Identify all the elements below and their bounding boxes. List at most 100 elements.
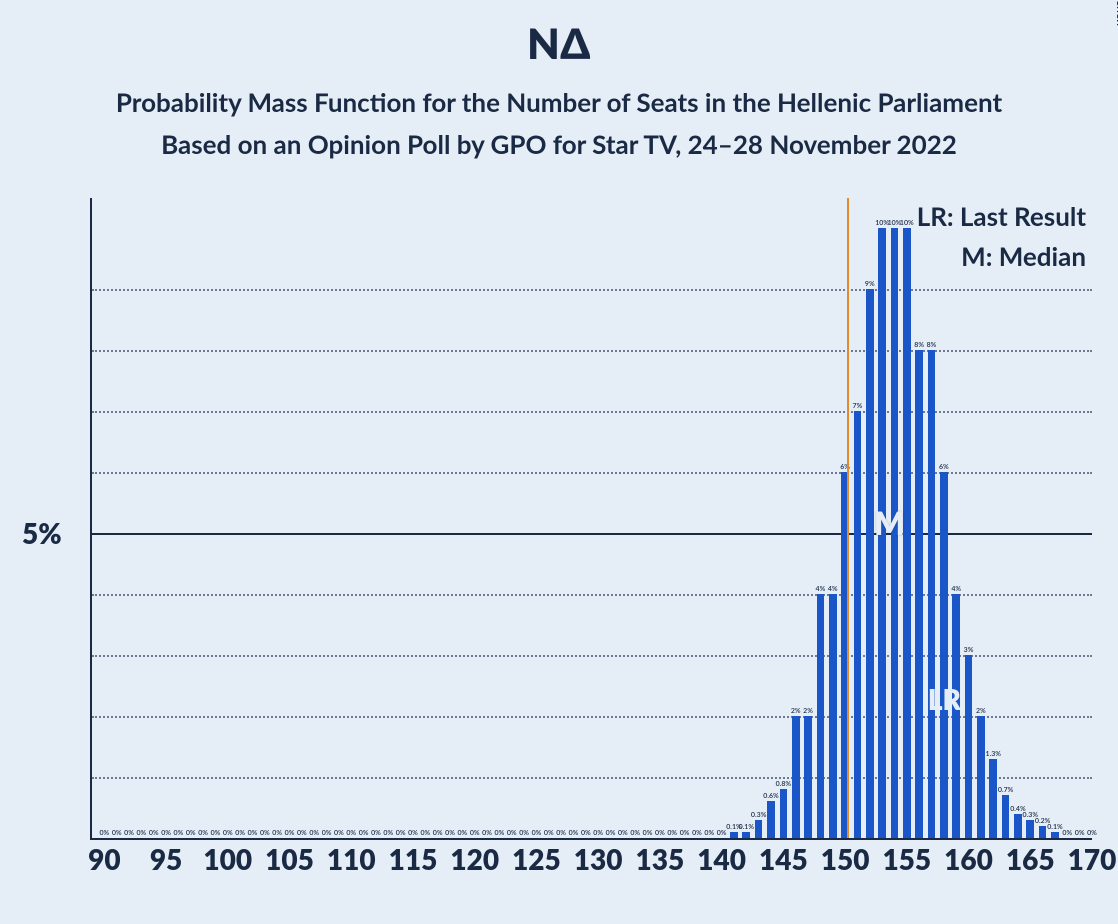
- bar: [1002, 795, 1010, 838]
- bar: [928, 350, 936, 838]
- x-tick-label: 115: [389, 842, 438, 876]
- legend-median: M: Median: [917, 240, 1086, 272]
- bar-value-label: 0%: [297, 829, 307, 837]
- bar: [829, 594, 837, 838]
- x-tick-label: 90: [88, 842, 120, 876]
- bar-value-label: 0%: [149, 829, 159, 837]
- x-tick-label: 125: [512, 842, 561, 876]
- legend: LR: Last Result M: Median: [917, 200, 1086, 272]
- bar-value-label: 8%: [927, 341, 937, 349]
- bar-value-label: 0.1%: [1047, 823, 1062, 831]
- bar-value-label: 0%: [186, 829, 196, 837]
- bar-value-label: 0%: [482, 829, 492, 837]
- x-tick-label: 150: [821, 842, 870, 876]
- x-axis-labels: 9095100105110115120125130135140145150155…: [92, 842, 1092, 882]
- bar: [730, 832, 738, 838]
- bar-value-label: 0%: [457, 829, 467, 837]
- bar-value-label: 0%: [519, 829, 529, 837]
- bar-value-label: 0%: [420, 829, 430, 837]
- x-tick-label: 140: [697, 842, 746, 876]
- bar: [1014, 814, 1022, 838]
- bar-value-label: 0.8%: [776, 780, 791, 788]
- bar-value-label: 0%: [1075, 829, 1085, 837]
- bar-value-label: 0%: [717, 829, 727, 837]
- bar-value-label: 0%: [618, 829, 628, 837]
- bar-value-label: 0%: [285, 829, 295, 837]
- bar: [866, 289, 874, 838]
- bar-value-label: 2%: [791, 707, 801, 715]
- bar: [804, 716, 812, 838]
- bar: [977, 716, 985, 838]
- bar: [989, 759, 997, 838]
- bar-value-label: 7%: [853, 402, 863, 410]
- bar: [742, 832, 750, 838]
- bar-value-label: 6%: [939, 463, 949, 471]
- bar-value-label: 0%: [408, 829, 418, 837]
- bar-value-label: 2%: [976, 707, 986, 715]
- plot-area: LR: Last Result M: Median 5%909510010511…: [90, 198, 1092, 840]
- median-marker-label: M: [874, 503, 905, 542]
- bar-value-label: 0%: [445, 829, 455, 837]
- x-tick-label: 100: [203, 842, 252, 876]
- x-tick-label: 120: [450, 842, 499, 876]
- x-tick-label: 135: [636, 842, 685, 876]
- bar-value-label: 4%: [816, 585, 826, 593]
- bar-value-label: 0%: [680, 829, 690, 837]
- bars-container: 0%0%0%0%0%0%0%0%0%0%0%0%0%0%0%0%0%0%0%0%…: [92, 198, 1092, 838]
- bar-value-label: 0%: [1062, 829, 1072, 837]
- bar-value-label: 0%: [334, 829, 344, 837]
- bar-value-label: 0%: [99, 829, 109, 837]
- bar-value-label: 0%: [532, 829, 542, 837]
- bar-value-label: 0.3%: [751, 811, 766, 819]
- bar-value-label: 0%: [1087, 829, 1097, 837]
- bar-value-label: 1.3%: [986, 750, 1001, 758]
- bar-value-label: 0%: [223, 829, 233, 837]
- bar: [792, 716, 800, 838]
- x-tick-label: 165: [1006, 842, 1055, 876]
- x-tick-label: 160: [944, 842, 993, 876]
- bar-value-label: 10%: [900, 219, 914, 227]
- chart-title: ΝΔ: [0, 18, 1118, 68]
- bar-value-label: 0%: [248, 829, 258, 837]
- bar: [854, 411, 862, 838]
- last-result-marker-label: LR: [928, 682, 961, 716]
- bar-value-label: 0%: [692, 829, 702, 837]
- bar-value-label: 0%: [309, 829, 319, 837]
- bar-value-label: 0.7%: [998, 786, 1013, 794]
- bar-value-label: 0%: [433, 829, 443, 837]
- bar-value-label: 8%: [914, 341, 924, 349]
- bar: [1039, 826, 1047, 838]
- x-tick-label: 105: [265, 842, 314, 876]
- y-axis-label: 5%: [22, 516, 62, 550]
- x-tick-label: 110: [327, 842, 376, 876]
- bar-value-label: 0%: [383, 829, 393, 837]
- bar-value-label: 0%: [630, 829, 640, 837]
- x-tick-label: 130: [574, 842, 623, 876]
- bar-value-label: 0%: [272, 829, 282, 837]
- bar-value-label: 2%: [803, 707, 813, 715]
- bar-value-label: 0%: [495, 829, 505, 837]
- bar: [817, 594, 825, 838]
- bar: [780, 789, 788, 838]
- bar-value-label: 4%: [951, 585, 961, 593]
- bar-value-label: 0%: [704, 829, 714, 837]
- bar: [755, 820, 763, 838]
- bar: [915, 350, 923, 838]
- x-tick-label: 95: [150, 842, 182, 876]
- chart-subtitle-1: Probability Mass Function for the Number…: [0, 86, 1118, 118]
- bar-value-label: 0%: [235, 829, 245, 837]
- bar: [1026, 820, 1034, 838]
- x-tick-label: 155: [882, 842, 931, 876]
- bar-value-label: 0%: [174, 829, 184, 837]
- bar-value-label: 0%: [396, 829, 406, 837]
- bar: [940, 472, 948, 838]
- bar: [767, 801, 775, 838]
- chart-area: LR: Last Result M: Median 5%909510010511…: [90, 198, 1100, 878]
- bar-value-label: 0%: [643, 829, 653, 837]
- bar-value-label: 0%: [124, 829, 134, 837]
- bar-value-label: 0%: [556, 829, 566, 837]
- bar-value-label: 0%: [260, 829, 270, 837]
- bar-value-label: 0.1%: [739, 823, 754, 831]
- bar-value-label: 0%: [667, 829, 677, 837]
- bar-value-label: 0%: [606, 829, 616, 837]
